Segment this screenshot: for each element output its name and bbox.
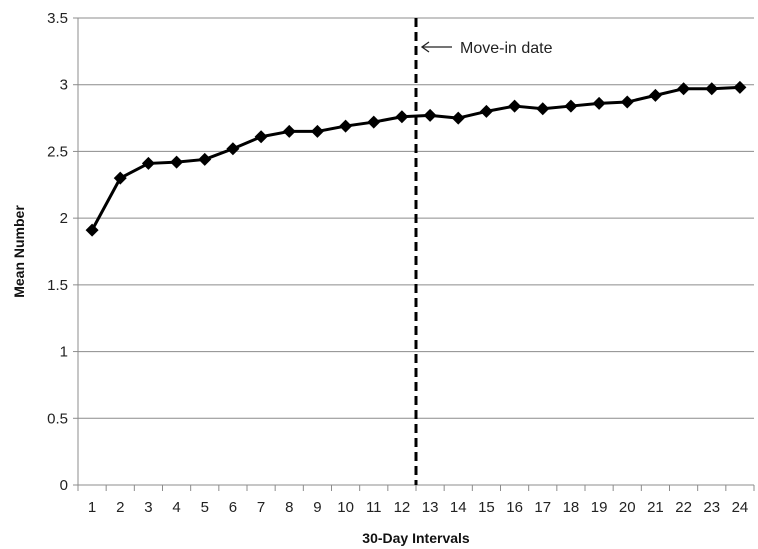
x-tick-label: 19 bbox=[591, 499, 608, 516]
data-point bbox=[367, 115, 381, 129]
y-tick-label: 1.5 bbox=[47, 277, 68, 294]
x-axis-title: 30-Day Intervals bbox=[362, 530, 470, 546]
x-tick-label: 20 bbox=[619, 499, 636, 516]
move-in-label: Move-in date bbox=[460, 40, 553, 57]
data-point bbox=[620, 95, 634, 109]
data-point bbox=[254, 130, 268, 144]
x-tick-label: 4 bbox=[172, 499, 180, 516]
data-point bbox=[395, 110, 409, 124]
x-tick-label: 17 bbox=[534, 499, 551, 516]
axes bbox=[73, 17, 755, 491]
data-point bbox=[451, 111, 465, 125]
y-tick-label: 2 bbox=[60, 210, 68, 227]
data-point bbox=[85, 223, 99, 237]
x-tick-label: 11 bbox=[366, 499, 382, 516]
data-point bbox=[592, 96, 606, 110]
x-tick-label: 2 bbox=[116, 499, 124, 516]
y-tick-label: 0.5 bbox=[47, 410, 68, 427]
data-point bbox=[113, 171, 127, 185]
data-point bbox=[479, 104, 493, 118]
x-tick-label: 23 bbox=[703, 499, 720, 516]
x-tick-label: 12 bbox=[394, 499, 411, 516]
x-tick-label: 3 bbox=[144, 499, 152, 516]
x-tick-label: 18 bbox=[563, 499, 580, 516]
data-point bbox=[198, 152, 212, 166]
x-tick-label: 14 bbox=[450, 499, 467, 516]
data-point bbox=[226, 142, 240, 156]
data-point bbox=[339, 119, 353, 133]
y-tick-label: 0 bbox=[60, 477, 68, 494]
data-point bbox=[648, 88, 662, 102]
data-point bbox=[282, 124, 296, 138]
x-tick-label: 6 bbox=[229, 499, 237, 516]
y-tick-label: 2.5 bbox=[47, 143, 68, 160]
data-point bbox=[508, 99, 522, 113]
y-tick-label: 3 bbox=[60, 77, 68, 94]
x-tick-label: 10 bbox=[337, 499, 354, 516]
x-tick-label: 8 bbox=[285, 499, 293, 516]
x-tick-label: 5 bbox=[201, 499, 209, 516]
x-tick-labels: 1 2 3 4 5 6 7 8 9 10 11 12 13 14 15 16 17 18 19 20 21 22 23 24 bbox=[88, 499, 748, 516]
x-tick-label: 13 bbox=[422, 499, 439, 516]
x-tick-label: 16 bbox=[506, 499, 523, 516]
move-in-reference: Move-in date bbox=[414, 18, 553, 485]
x-tick-label: 24 bbox=[732, 499, 749, 516]
y-axis-title: Mean Number bbox=[11, 205, 27, 298]
x-tick-label: 22 bbox=[675, 499, 692, 516]
data-point bbox=[536, 102, 550, 116]
data-point bbox=[677, 82, 691, 96]
y-tick-label: 3.5 bbox=[47, 10, 68, 27]
annotation-arrow-head bbox=[420, 41, 430, 53]
data-point bbox=[564, 99, 578, 113]
data-point bbox=[310, 124, 324, 138]
y-tick-labels: 0 0.5 1 1.5 2 2.5 3 3.5 bbox=[47, 10, 68, 494]
data-point bbox=[141, 156, 155, 170]
x-tick-label: 1 bbox=[88, 499, 96, 516]
data-point bbox=[705, 82, 719, 96]
data-point bbox=[170, 155, 184, 169]
series-mean-number bbox=[85, 80, 747, 237]
data-point bbox=[423, 108, 437, 122]
data-point bbox=[733, 80, 747, 94]
x-tick-label: 7 bbox=[257, 499, 265, 516]
x-tick-label: 15 bbox=[478, 499, 495, 516]
y-tick-label: 1 bbox=[60, 344, 68, 361]
x-tick-label: 21 bbox=[647, 499, 664, 516]
x-tick-label: 9 bbox=[313, 499, 321, 516]
